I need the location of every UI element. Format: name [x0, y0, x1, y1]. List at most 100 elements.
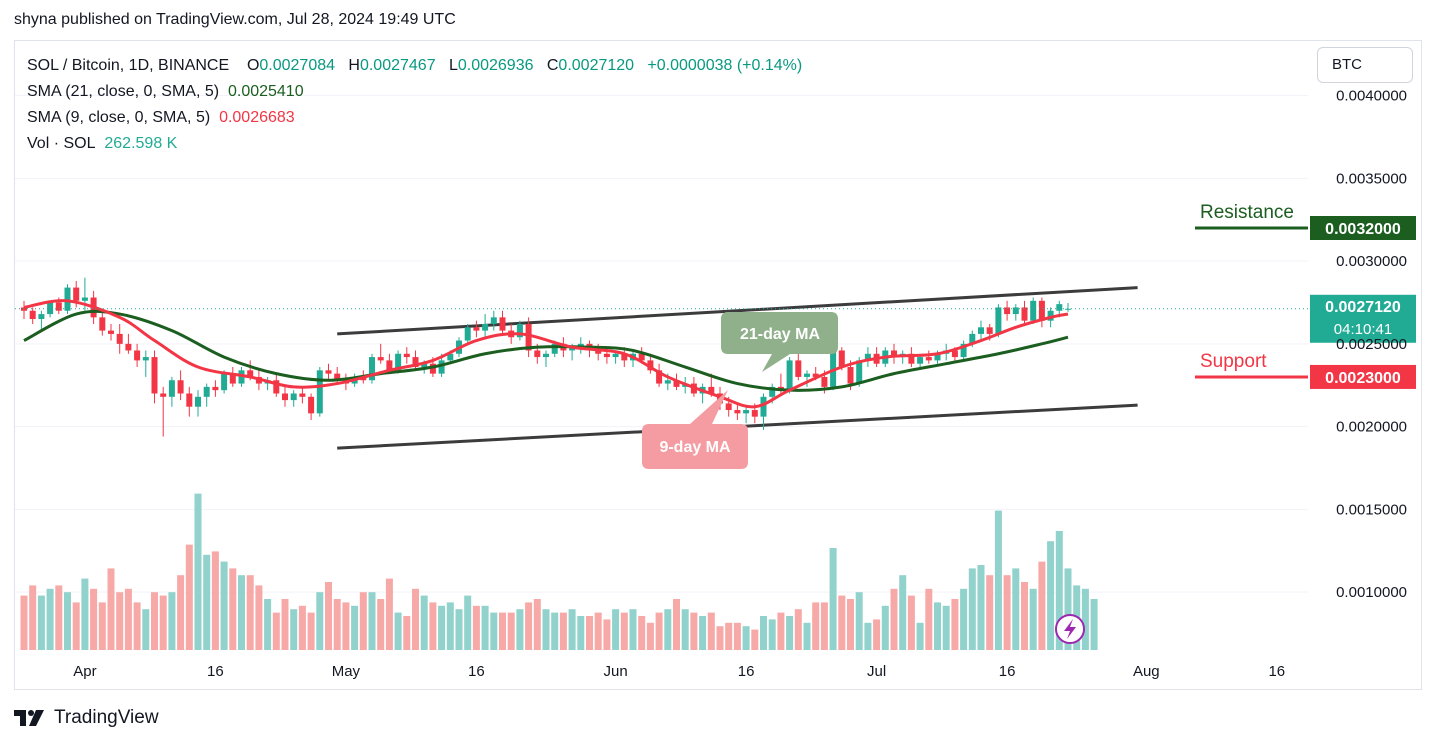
candle-body — [795, 360, 802, 377]
volume-bar — [612, 609, 620, 650]
candle — [229, 367, 236, 387]
lightning-icon — [1055, 614, 1085, 644]
ohlc-row: SOL / Bitcoin, 1D, BINANCE O0.0027084 H0… — [27, 53, 802, 79]
annotation-9day-ma-bubble — [642, 390, 748, 469]
volume-bar — [551, 612, 559, 650]
candle-body — [664, 380, 671, 384]
channel-upper-line — [337, 286, 1138, 336]
candle-body — [47, 302, 54, 315]
candle-body — [525, 323, 532, 351]
candle — [403, 347, 410, 364]
candle — [830, 347, 837, 391]
volume-bar — [829, 548, 837, 650]
volume-bar — [707, 612, 715, 650]
candle-body — [168, 380, 175, 397]
volume-bar — [873, 619, 881, 650]
volume-bar — [107, 568, 115, 650]
volume-bar — [1029, 588, 1037, 650]
candle-body — [595, 350, 602, 354]
volume-bar — [116, 592, 124, 650]
volume-bar — [499, 612, 506, 650]
x-tick-label: 16 — [207, 663, 224, 680]
x-tick-label: Jul — [867, 663, 886, 680]
currency-button[interactable]: BTC — [1317, 47, 1413, 83]
x-tick-label: Apr — [73, 663, 96, 680]
candle-body — [786, 360, 793, 391]
volume-bar — [472, 605, 480, 650]
sma9-line — [23, 299, 1069, 409]
volume-bar — [716, 626, 724, 650]
volume-bar — [681, 609, 689, 650]
symbol-label[interactable]: SOL / Bitcoin, 1D, BINANCE — [27, 57, 230, 74]
volume-bar — [646, 622, 654, 650]
volume-bar — [290, 609, 298, 650]
footer-brand[interactable]: TradingView — [14, 707, 159, 729]
volume-bar — [629, 609, 637, 650]
volume-bar — [464, 595, 472, 650]
volume-bar — [229, 568, 237, 650]
candle-body — [1038, 300, 1045, 321]
candle-body — [1012, 307, 1019, 315]
candle — [116, 323, 123, 354]
change-value: +0.0000038 (+0.14%) — [647, 57, 803, 74]
volume-bar — [385, 578, 393, 650]
volume-bar — [542, 609, 550, 650]
candle — [168, 376, 175, 407]
volume-bar — [446, 602, 454, 650]
candle-body — [751, 410, 758, 417]
candle-body — [273, 380, 280, 394]
sma9-label: SMA (9, close, 0, SMA, 5) — [27, 109, 211, 126]
candle-body — [108, 330, 114, 334]
volume-bar — [185, 544, 193, 650]
candle-body — [569, 347, 576, 351]
candle-body — [960, 343, 967, 358]
candle-body — [638, 353, 645, 361]
candle-body — [969, 333, 976, 344]
candle-body — [125, 343, 132, 351]
sma9-row[interactable]: SMA (9, close, 0, SMA, 5) 0.0026683 — [27, 105, 802, 131]
sma9-value: 0.0026683 — [219, 109, 295, 126]
candle-body — [438, 360, 445, 374]
volume-bar — [577, 616, 585, 650]
volume-bar — [203, 554, 211, 650]
candle-body — [429, 363, 436, 374]
candle-body — [847, 367, 854, 384]
sma21-row[interactable]: SMA (21, close, 0, SMA, 5) 0.0025410 — [27, 79, 802, 105]
volume-bar — [655, 612, 663, 650]
candle-body — [142, 357, 149, 361]
volume-row[interactable]: Vol · SOL 262.598 K — [27, 131, 802, 157]
candle — [299, 386, 306, 404]
volume-bar — [429, 602, 437, 650]
candle-body — [821, 376, 828, 387]
candle-body — [116, 333, 123, 344]
volume-bar — [568, 609, 576, 650]
x-tick-label: 16 — [999, 663, 1016, 680]
candle — [99, 310, 106, 336]
candle-body — [55, 302, 62, 311]
candle-body — [908, 353, 915, 364]
candle-body — [621, 353, 628, 361]
candle-body — [743, 410, 750, 414]
volume-bar — [1081, 588, 1089, 650]
footer-brand-text: TradingView — [54, 707, 159, 728]
volume-bar — [820, 602, 828, 650]
resistance-price-box — [1310, 216, 1416, 241]
candle-body — [299, 393, 306, 397]
candle — [195, 390, 201, 417]
volume-bar — [968, 568, 976, 650]
volume-bar — [847, 599, 854, 650]
candle-body — [377, 357, 384, 361]
volume-bar — [673, 599, 680, 650]
volume-bar — [951, 599, 959, 650]
candle-body — [186, 393, 193, 407]
volume-bar — [603, 619, 611, 650]
volume-bar — [934, 602, 941, 650]
volume-bar — [638, 616, 646, 650]
candle-body — [421, 363, 428, 368]
volume-bar — [907, 595, 915, 650]
volume-bar — [368, 592, 376, 650]
candle — [316, 367, 323, 417]
chart-frame — [14, 40, 1422, 690]
volume-bar — [620, 612, 628, 650]
